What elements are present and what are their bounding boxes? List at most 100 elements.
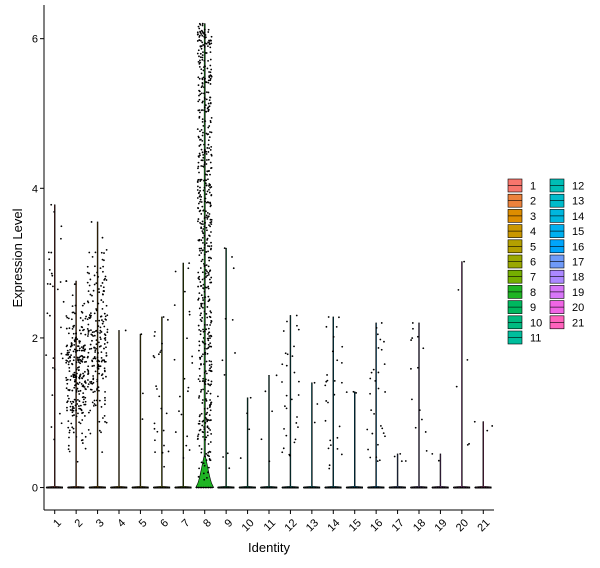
point-8 — [203, 234, 206, 237]
point-2 — [71, 327, 74, 330]
point-8 — [199, 267, 202, 269]
point-8 — [206, 306, 209, 308]
point-14 — [340, 453, 343, 456]
point-4-zero — [120, 486, 123, 489]
x-tick-label: 10 — [240, 517, 257, 534]
point-8 — [207, 102, 210, 105]
point-8 — [197, 76, 200, 79]
legend-item-1: 1 — [507, 178, 536, 193]
point-8 — [204, 272, 207, 275]
point-8 — [204, 120, 207, 123]
point-8 — [210, 276, 213, 279]
point-8 — [199, 130, 201, 133]
point-8 — [205, 179, 208, 182]
point-3 — [87, 379, 89, 381]
point-1 — [50, 203, 53, 206]
point-2 — [70, 318, 73, 321]
point-2 — [80, 332, 82, 335]
point-14 — [340, 361, 343, 364]
point-8 — [201, 430, 204, 433]
point-7 — [174, 431, 177, 433]
point-18-zero — [413, 486, 416, 489]
point-8 — [208, 105, 211, 108]
point-1 — [49, 283, 52, 285]
point-3 — [104, 396, 106, 399]
point-4-zero — [110, 486, 112, 489]
point-8 — [209, 83, 212, 85]
point-16 — [382, 432, 385, 434]
point-3 — [104, 315, 107, 318]
point-18-zero — [416, 486, 419, 489]
point-8 — [197, 277, 200, 279]
point-8 — [206, 431, 209, 434]
point-8 — [205, 360, 208, 363]
point-8 — [204, 286, 207, 289]
point-8 — [202, 462, 205, 465]
violin-9 — [217, 247, 235, 489]
point-3 — [86, 265, 89, 268]
point-8 — [197, 202, 200, 205]
point-3 — [92, 391, 95, 394]
point-15-zero — [349, 486, 352, 489]
point-14 — [327, 447, 330, 450]
point-8 — [204, 36, 207, 39]
point-20-zero — [468, 486, 471, 489]
point-8 — [200, 129, 203, 131]
legend-label: 18 — [572, 272, 584, 284]
point-6-zero — [154, 486, 157, 489]
point-16 — [379, 425, 382, 427]
point-7 — [187, 386, 190, 389]
point-8 — [204, 422, 207, 424]
point-8 — [205, 226, 208, 229]
point-8 — [202, 232, 205, 235]
point-14 — [333, 393, 336, 396]
legend-item-17: 17 — [549, 254, 584, 269]
point-2 — [70, 402, 73, 405]
point-14-zero — [339, 486, 342, 489]
legend-item-3: 3 — [507, 209, 536, 223]
point-1 — [60, 225, 63, 228]
point-8 — [201, 420, 204, 423]
point-3 — [105, 355, 108, 357]
point-8 — [198, 55, 200, 58]
point-2 — [81, 432, 83, 435]
point-8 — [198, 39, 201, 41]
legend-item-20: 20 — [549, 300, 584, 314]
point-5-zero — [146, 486, 149, 489]
point-2 — [72, 373, 75, 376]
point-8 — [207, 215, 210, 218]
point-9 — [231, 318, 234, 321]
point-10 — [239, 457, 242, 459]
point-3 — [94, 349, 97, 352]
point-1 — [48, 258, 51, 261]
point-13 — [313, 381, 316, 384]
point-3 — [98, 360, 101, 363]
point-8 — [198, 65, 201, 68]
point-12 — [281, 381, 283, 383]
point-3 — [103, 337, 106, 340]
point-2 — [81, 311, 84, 314]
point-18 — [412, 327, 414, 330]
point-7 — [188, 449, 191, 451]
point-8 — [203, 225, 206, 228]
point-8 — [198, 36, 201, 38]
point-2 — [82, 347, 85, 350]
point-12 — [288, 453, 291, 456]
point-8 — [198, 275, 201, 278]
point-8 — [207, 379, 210, 382]
point-18-zero — [410, 486, 412, 489]
point-2 — [84, 403, 87, 406]
point-8 — [197, 25, 200, 28]
point-2 — [76, 345, 79, 348]
point-2 — [78, 361, 80, 363]
point-2 — [73, 283, 76, 286]
y-ticks: 0 2 4 6 — [32, 34, 44, 495]
violin-20 — [453, 261, 471, 489]
point-8 — [203, 290, 206, 293]
point-7 — [183, 290, 186, 293]
point-5 — [141, 392, 144, 395]
point-2 — [82, 349, 84, 352]
point-3 — [96, 331, 99, 334]
point-8 — [198, 445, 201, 447]
point-2 — [82, 346, 85, 348]
